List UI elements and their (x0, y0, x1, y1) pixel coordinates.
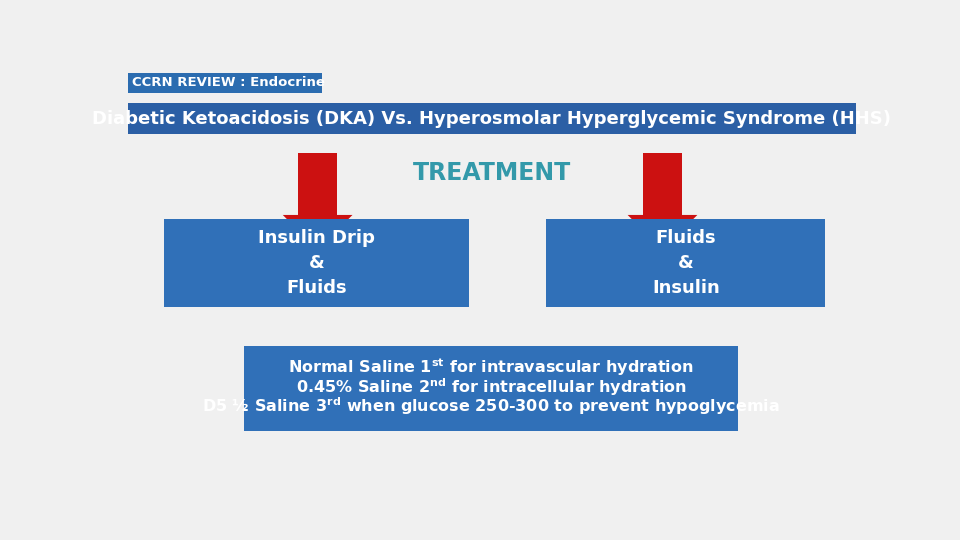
Text: 0.45% Saline $\mathregular{2^{nd}}$ for intracellular hydration: 0.45% Saline $\mathregular{2^{nd}}$ for … (296, 376, 686, 397)
Polygon shape (283, 215, 352, 249)
Text: Normal Saline $\mathregular{1^{st}}$ for intravascular hydration: Normal Saline $\mathregular{1^{st}}$ for… (288, 356, 694, 378)
FancyBboxPatch shape (643, 153, 682, 215)
FancyBboxPatch shape (299, 153, 337, 215)
FancyBboxPatch shape (546, 219, 826, 307)
Text: TREATMENT: TREATMENT (413, 160, 571, 185)
Text: Fluids
&
Insulin: Fluids & Insulin (652, 230, 720, 298)
FancyBboxPatch shape (164, 219, 468, 307)
Polygon shape (628, 215, 697, 249)
Text: D5 ½ Saline $\mathregular{3^{rd}}$ when glucose 250-300 to prevent hypoglycemia: D5 ½ Saline $\mathregular{3^{rd}}$ when … (203, 395, 780, 417)
Text: Diabetic Ketoacidosis (DKA) Vs. Hyperosmolar Hyperglycemic Syndrome (HHS): Diabetic Ketoacidosis (DKA) Vs. Hyperosm… (92, 110, 892, 127)
FancyBboxPatch shape (244, 346, 738, 430)
Text: Insulin Drip
&
Fluids: Insulin Drip & Fluids (258, 230, 375, 298)
FancyBboxPatch shape (128, 72, 322, 92)
Text: CCRN REVIEW : Endocrine: CCRN REVIEW : Endocrine (132, 76, 325, 89)
FancyBboxPatch shape (128, 103, 856, 134)
